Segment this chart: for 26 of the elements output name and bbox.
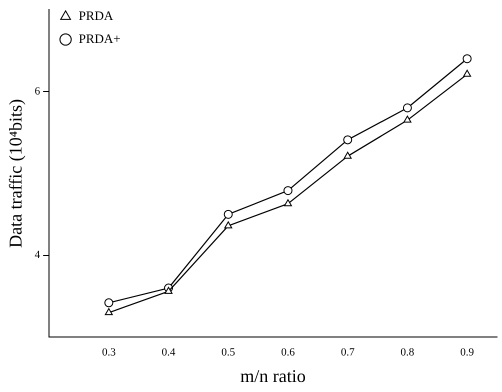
y-tick-label: 4 xyxy=(34,249,41,262)
point xyxy=(224,210,233,219)
point xyxy=(344,152,352,159)
x-tick-label: 0.7 xyxy=(340,346,356,359)
point xyxy=(104,298,114,308)
x-tick-label: 0.5 xyxy=(221,346,236,359)
x-tick-label: 0.4 xyxy=(162,346,176,359)
legend-label: PRDA xyxy=(78,8,114,23)
point xyxy=(403,116,412,123)
x-tick-label: 0.9 xyxy=(460,346,475,359)
point xyxy=(462,54,472,64)
point xyxy=(104,308,113,316)
x-tick-label: 0.6 xyxy=(281,346,296,359)
point xyxy=(343,135,352,144)
x-tick-label: 0.3 xyxy=(102,346,116,359)
y-axis-title: Data traffic (10⁴bits) xyxy=(6,98,26,248)
y-tick-label: 6 xyxy=(34,85,41,98)
point xyxy=(164,286,173,294)
x-axis-title: m/n ratio xyxy=(240,366,306,386)
point xyxy=(283,186,292,196)
point xyxy=(463,70,472,77)
legend-label: PRDA+ xyxy=(78,30,121,46)
point xyxy=(224,221,232,228)
x-tick-label: 0.8 xyxy=(400,346,415,359)
point xyxy=(402,103,412,112)
point xyxy=(284,199,292,206)
